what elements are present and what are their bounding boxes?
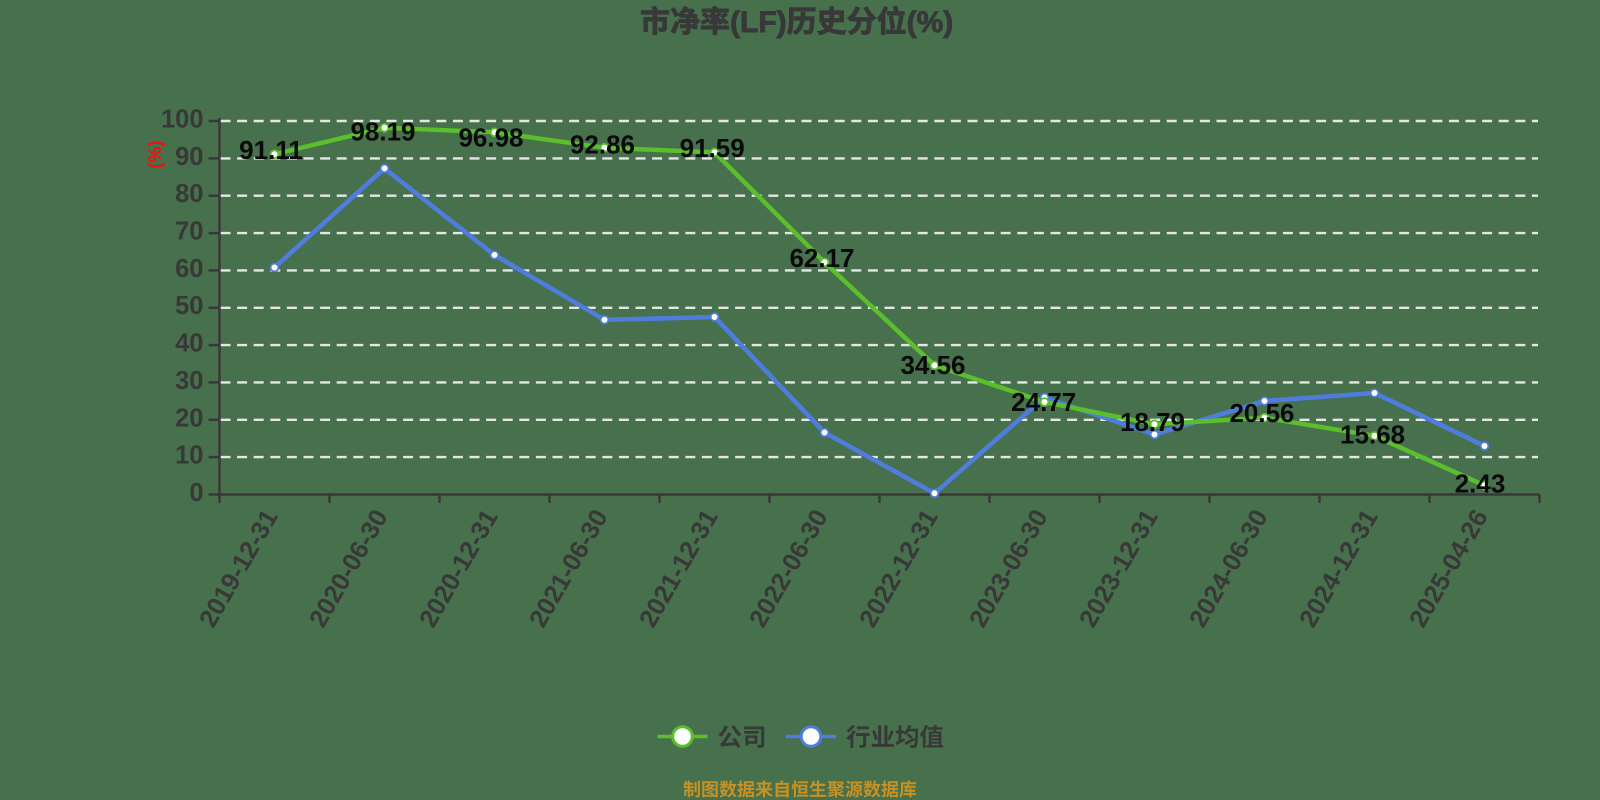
- svg-text:50: 50: [175, 292, 203, 320]
- svg-text:(LF): (LF): [730, 6, 787, 39]
- svg-text:100: 100: [161, 106, 204, 134]
- svg-text:34.56: 34.56: [900, 350, 965, 380]
- svg-text:60: 60: [175, 255, 203, 283]
- svg-text:62.17: 62.17: [789, 243, 854, 273]
- svg-text:70: 70: [175, 218, 203, 246]
- svg-text:18.79: 18.79: [1120, 407, 1185, 437]
- svg-text:91.11: 91.11: [239, 135, 303, 165]
- svg-text:0: 0: [189, 479, 203, 507]
- svg-text:(%): (%): [907, 6, 954, 39]
- svg-text:2.43: 2.43: [1455, 469, 1506, 499]
- svg-text:10: 10: [175, 442, 203, 470]
- svg-text:15.68: 15.68: [1340, 420, 1405, 450]
- svg-text:20.56: 20.56: [1229, 398, 1294, 428]
- svg-text:40: 40: [175, 330, 203, 358]
- svg-text:20: 20: [175, 404, 203, 432]
- svg-text:80: 80: [175, 180, 203, 208]
- svg-text:(%): (%): [145, 141, 165, 169]
- svg-text:30: 30: [175, 367, 203, 395]
- svg-text:91.59: 91.59: [680, 133, 745, 163]
- svg-text:96.98: 96.98: [458, 123, 523, 153]
- svg-text:98.19: 98.19: [350, 117, 415, 147]
- svg-text:24.77: 24.77: [1011, 387, 1076, 417]
- svg-text:92.86: 92.86: [570, 130, 635, 160]
- svg-text:90: 90: [175, 143, 203, 171]
